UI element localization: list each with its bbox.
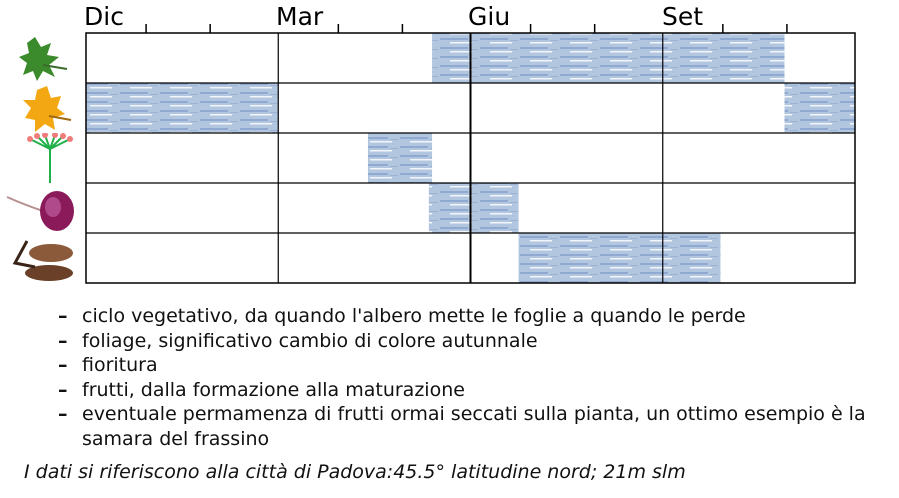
- fruit-icon: [6, 191, 74, 231]
- legend-dash: –: [58, 354, 68, 376]
- legend-text: ciclo vegetativo, da quando l'albero met…: [82, 305, 746, 327]
- legend-item-vegetative: – ciclo vegetativo, da quando l'albero me…: [58, 304, 872, 329]
- flower-umbel-icon: [27, 133, 73, 183]
- bar-autumn-leaf: [784, 83, 855, 133]
- legend-text: fioritura: [82, 354, 158, 376]
- month-label-dic: Dic: [84, 2, 124, 31]
- legend-item-fruits: – frutti, dalla formazione alla maturazio…: [58, 378, 872, 403]
- footnote: I dati si riferiscono alla città di Pado…: [24, 461, 686, 483]
- legend-item-dry-fruits: – eventuale permamenza di frutti ormai se…: [58, 402, 872, 451]
- legend-dash: –: [58, 329, 68, 352]
- legend-item-flowering: – fioritura: [58, 353, 872, 378]
- legend-text: foliage, significativo cambio di colore …: [82, 329, 538, 352]
- legend-text: frutti, dalla formazione alla maturazion…: [82, 378, 465, 401]
- month-label-mar: Mar: [276, 2, 324, 31]
- bar-autumn-leaf: [86, 83, 279, 133]
- legend-item-foliage: – foliage, significativo cambio di colore…: [58, 329, 872, 354]
- bar-dry-samara: [518, 233, 721, 283]
- autumn-leaf-icon: [23, 86, 72, 132]
- legend-dash: –: [58, 403, 68, 425]
- legend: – ciclo vegetativo, da quando l'albero me…: [58, 304, 872, 451]
- legend-dash: –: [58, 378, 68, 401]
- green-leaf-icon: [19, 37, 68, 81]
- bar-fruit: [428, 183, 519, 233]
- dry-samara-icon: [12, 240, 73, 281]
- legend-dash: –: [58, 305, 68, 327]
- bar-flower-umbel: [367, 133, 433, 183]
- chart-grid: [85, 24, 856, 284]
- month-label-giu: Giu: [468, 2, 511, 31]
- bar-green-leaf: [432, 33, 785, 83]
- legend-text: eventuale permamenza di frutti ormai sec…: [82, 403, 866, 450]
- month-label-set: Set: [662, 2, 704, 31]
